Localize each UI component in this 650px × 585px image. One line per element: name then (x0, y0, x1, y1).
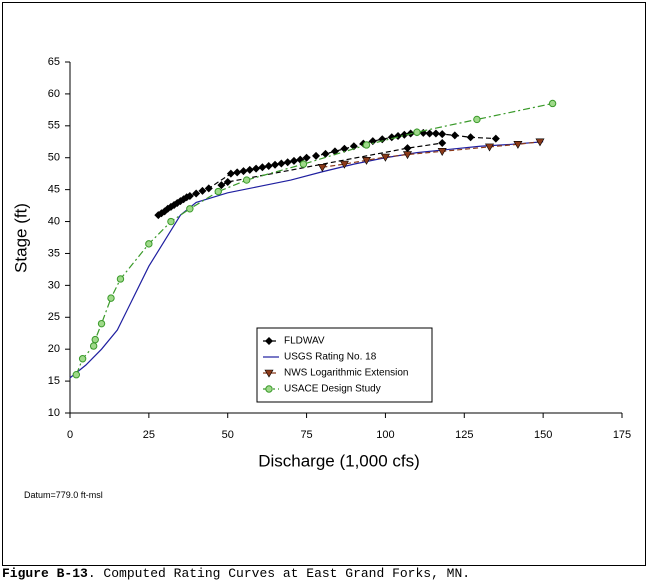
point (167, 217, 175, 226)
x-tick-label: 125 (455, 429, 473, 441)
point (413, 128, 421, 136)
figure-frame (2, 2, 646, 566)
point (403, 144, 412, 153)
point (548, 99, 557, 108)
point (491, 134, 500, 143)
point (78, 355, 87, 363)
x-tick-label: 25 (143, 429, 155, 441)
point (217, 181, 226, 190)
point (186, 205, 194, 213)
point (89, 342, 98, 350)
point (361, 156, 372, 165)
point (239, 167, 248, 176)
point (185, 192, 194, 201)
datum-note: Datum=779.0 ft-msl (24, 490, 103, 500)
point (312, 151, 321, 160)
point (264, 162, 273, 171)
y-tick-label: 55 (48, 120, 60, 132)
legend-label: NWS Logarithmic Extension (284, 368, 409, 379)
legend-label: USACE Design Study (284, 384, 381, 395)
y-tick-label: 30 (48, 279, 60, 291)
point (425, 129, 434, 138)
y-tick-label: 35 (48, 247, 60, 259)
point (97, 319, 106, 328)
point (289, 156, 298, 165)
point (198, 186, 207, 195)
point (192, 189, 201, 198)
point (233, 168, 242, 177)
point (116, 275, 125, 283)
point (362, 141, 371, 149)
point (277, 159, 286, 168)
point (340, 144, 349, 153)
y-tick-label: 20 (48, 343, 60, 355)
point (245, 165, 254, 174)
point (91, 335, 99, 344)
point (339, 160, 349, 169)
caption-text: . Computed Rating Curves at East Grand F… (87, 566, 471, 581)
series-line (158, 131, 496, 216)
y-tick-label: 50 (48, 152, 60, 164)
point (283, 158, 292, 167)
x-tick-label: 100 (376, 429, 394, 441)
point (145, 240, 153, 248)
point (226, 169, 235, 178)
point (380, 153, 390, 162)
point (387, 133, 396, 142)
caption: Figure B-13. Computed Rating Curves at E… (2, 566, 470, 581)
point (72, 371, 81, 379)
caption-label: Figure B-13 (2, 566, 88, 581)
y-tick-label: 10 (48, 407, 60, 419)
legend-label: FLDWAV (284, 336, 325, 347)
y-tick-label: 45 (48, 184, 60, 196)
y-tick-label: 60 (48, 88, 60, 100)
point (349, 142, 358, 151)
chart: Discharge (1,000 cfs) Stage (ft) 10 15 20 2… (11, 56, 631, 471)
point (242, 176, 251, 184)
y-tick-label: 15 (48, 375, 60, 387)
x-axis-title: Discharge (1,000 cfs) (258, 451, 420, 470)
point (302, 153, 311, 162)
series-line (322, 141, 541, 168)
y-axis-title: Stage (ft) (11, 203, 30, 273)
y-tick-label: 25 (48, 311, 60, 323)
point (214, 187, 222, 196)
y-tick-label: 65 (48, 56, 60, 68)
legend-label: USGS Rating No. 18 (284, 352, 377, 363)
point (485, 143, 495, 152)
point (264, 369, 274, 378)
x-tick-label: 0 (67, 429, 73, 441)
legend-box (256, 327, 433, 403)
x-tick-label: 75 (300, 429, 312, 441)
point (437, 148, 447, 156)
point (299, 160, 308, 168)
point (438, 139, 447, 148)
point (438, 130, 447, 139)
x-tick-label: 50 (222, 429, 234, 441)
point (258, 163, 267, 172)
point (513, 141, 523, 149)
point (400, 130, 409, 139)
x-tick-label: 150 (534, 429, 552, 441)
point (473, 115, 481, 124)
point (252, 164, 261, 173)
point (107, 294, 115, 302)
point (450, 131, 459, 140)
point (271, 160, 280, 169)
point (431, 129, 440, 138)
point (223, 177, 232, 186)
point (535, 138, 545, 147)
point (466, 133, 475, 142)
y-tick-label: 40 (48, 215, 60, 227)
point (402, 151, 413, 160)
point (265, 385, 273, 393)
point (265, 337, 273, 345)
point (317, 164, 327, 172)
point (368, 137, 377, 146)
point (204, 184, 213, 193)
x-tick-label: 175 (613, 429, 631, 441)
point (321, 149, 330, 158)
point (394, 132, 403, 141)
